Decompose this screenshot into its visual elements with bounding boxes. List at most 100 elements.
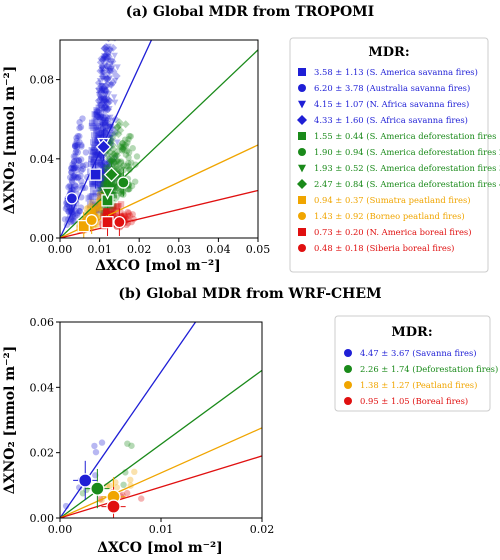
scatter-point — [98, 69, 105, 76]
scatter-point — [73, 164, 80, 171]
scatter-point — [97, 178, 104, 185]
scatter-point — [116, 173, 123, 180]
scatter-point — [93, 130, 100, 138]
scatter-point — [114, 130, 123, 139]
scatter-point — [96, 66, 105, 75]
scatter-point — [105, 97, 114, 106]
scatter-point — [103, 62, 112, 71]
scatter-point — [65, 183, 72, 191]
x-tick-label: 0.03 — [167, 243, 192, 256]
scatter-point — [99, 162, 108, 171]
legend-marker — [298, 212, 306, 220]
scatter-point — [108, 20, 116, 28]
scatter-point — [78, 178, 85, 185]
scatter-point — [79, 490, 87, 497]
scatter-point — [98, 151, 107, 160]
scatter-point — [105, 57, 113, 64]
scatter-point — [125, 212, 132, 220]
scatter-point — [77, 204, 85, 211]
scatter-point — [105, 91, 112, 98]
scatter-point — [124, 147, 131, 155]
scatter-point — [94, 96, 103, 105]
scatter-point — [95, 104, 103, 111]
scatter-point — [107, 47, 114, 54]
scatter-point — [100, 107, 107, 114]
scatter-point — [103, 100, 110, 107]
scatter-point — [96, 95, 105, 104]
scatter-point — [63, 203, 71, 211]
fit-line — [60, 322, 197, 518]
scatter-point — [66, 203, 73, 211]
scatter-point — [111, 129, 120, 138]
scatter-point — [95, 212, 103, 219]
scatter-point — [99, 93, 108, 102]
scatter-point — [94, 206, 101, 213]
scatter-point — [113, 203, 120, 211]
legend-entry: 4.15 ± 1.07 (N. Africa savanna fires) — [314, 99, 469, 109]
scatter-point — [112, 162, 119, 170]
scatter-point — [101, 167, 109, 174]
scatter-point — [106, 67, 115, 76]
scatter-point — [98, 55, 107, 64]
scatter-point — [117, 209, 124, 216]
scatter-point — [97, 88, 106, 97]
legend-entry: 6.20 ± 3.78 (Australia savanna fires) — [314, 83, 470, 93]
mdr-marker — [90, 481, 105, 496]
scatter-point — [105, 154, 114, 163]
scatter-point — [97, 154, 105, 161]
legend-entry: 0.73 ± 0.20 (N. America boreal fires) — [314, 227, 471, 237]
scatter-point — [75, 157, 82, 164]
scatter-point — [78, 167, 85, 174]
scatter-point — [106, 68, 114, 75]
scatter-point — [73, 137, 80, 145]
panel-a-ylabel: ΔXNO₂ [mmol m⁻²] — [2, 66, 18, 214]
scatter-point — [100, 180, 107, 187]
scatter-point — [62, 205, 70, 212]
scatter-point — [106, 178, 113, 186]
scatter-point — [92, 111, 100, 119]
scatter-point — [103, 116, 112, 125]
scatter-point — [104, 52, 113, 61]
scatter-point — [99, 67, 108, 76]
scatter-point — [113, 123, 122, 132]
scatter-point — [91, 118, 98, 125]
scatter-point — [102, 123, 109, 130]
scatter-point — [105, 76, 112, 83]
scatter-point — [96, 130, 105, 139]
scatter-point — [102, 86, 111, 95]
scatter-point — [71, 171, 78, 179]
scatter-point — [72, 153, 79, 160]
legend-marker — [298, 196, 306, 204]
scatter-point — [99, 83, 108, 92]
scatter-point — [100, 169, 107, 176]
scatter-point — [71, 164, 79, 172]
axes-frame — [59, 39, 259, 239]
scatter-point — [108, 152, 117, 161]
scatter-point — [92, 117, 100, 125]
scatter-point — [107, 134, 114, 141]
scatter-point — [112, 157, 121, 166]
scatter-point — [95, 132, 102, 140]
scatter-point — [110, 157, 119, 166]
scatter-point — [98, 96, 106, 103]
scatter-point — [103, 208, 110, 215]
scatter-point — [102, 164, 110, 171]
scatter-point — [117, 172, 124, 179]
scatter-point — [68, 169, 75, 176]
legend-entry: 1.90 ± 0.94 (S. America deforestation fi… — [314, 147, 500, 157]
scatter-point — [97, 161, 106, 170]
scatter-point — [99, 76, 106, 83]
scatter-point — [132, 161, 139, 168]
scatter-point — [91, 178, 98, 186]
scatter-point — [99, 124, 107, 131]
scatter-point — [101, 97, 110, 106]
scatter-point — [97, 96, 105, 103]
scatter-point — [102, 208, 110, 216]
scatter-point — [88, 147, 95, 154]
scatter-point — [95, 129, 104, 138]
scatter-point — [99, 134, 107, 141]
scatter-point — [74, 211, 81, 218]
scatter-point — [102, 78, 110, 85]
scatter-point — [110, 152, 119, 161]
mdr-marker — [89, 168, 102, 181]
